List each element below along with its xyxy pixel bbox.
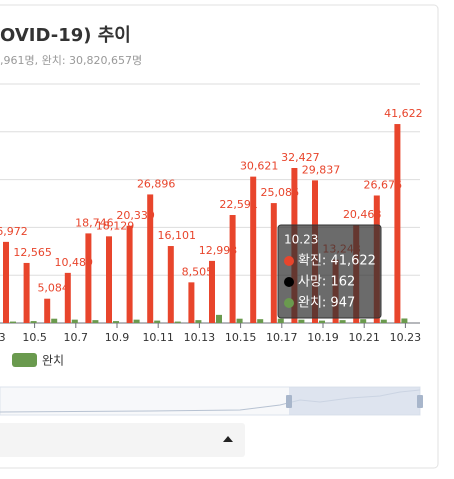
bar [92,320,99,323]
bar [113,321,119,323]
data-label: 20,339 [116,209,155,222]
x-tick-label: 10.3 [0,331,6,344]
data-label: 32,427 [281,151,320,164]
dropdown-arrow [223,436,233,442]
data-label: 5,084 [37,282,69,295]
data-label: 18,746 [75,216,114,229]
bar [10,321,16,323]
x-tick-label: 10.7 [64,331,89,344]
card [0,4,439,469]
tooltip-dot [284,277,294,287]
x-tick-label: 10.19 [307,331,339,344]
bar [126,225,133,323]
data-label: 6,972 [0,225,28,238]
bar [85,233,92,323]
x-tick-label: 10.21 [348,331,380,344]
bar [188,282,195,323]
bar [147,194,154,323]
bar [209,260,215,323]
bar [174,321,181,323]
tooltip: 10.23 확진: 41,622 사망: 162 완치: 947 [277,224,382,319]
bar [154,320,161,323]
data-label: 26,676 [364,178,403,191]
dropdown-box [0,423,245,457]
bar [394,124,401,323]
x-tick-label: 10.15 [225,331,257,344]
bar [250,176,257,323]
dropdown[interactable] [0,423,245,457]
tooltip-title: 10.23 [284,233,318,247]
data-label: 26,896 [137,177,176,190]
bar [236,318,243,323]
bar [133,319,140,323]
chart-subtitle: ,961명, 완치: 30,820,657명 [0,54,142,67]
bar [257,319,264,323]
bar [298,319,305,323]
bar [71,319,78,323]
zoom-slider[interactable] [0,386,423,416]
x-tick-label: 10.17 [266,331,298,344]
bar [3,241,9,323]
chart-title: OVID-19) 추이 [0,25,131,46]
bar [44,298,51,323]
bar [216,314,222,323]
bar [30,321,37,323]
tooltip-item: 완치: 947 [298,296,355,311]
bar [106,236,112,323]
bar [23,262,30,323]
data-label: 10,489 [55,256,94,269]
data-label: 29,837 [302,163,341,176]
data-label: 12,565 [13,246,52,259]
bar [380,319,387,323]
data-label: 41,622 [384,107,423,120]
legend-swatch [12,353,37,367]
bar [339,320,346,323]
data-label: 30,621 [240,160,279,173]
bar [360,319,367,323]
data-label: 20,468 [343,208,382,221]
bar [229,215,236,323]
zoom-window [289,387,420,415]
data-label: 16,101 [158,229,197,242]
zoom-handle[interactable] [286,395,292,408]
data-label: 22,591 [219,198,258,211]
plot: 10.3 10.5 10.7 10.9 10.11 10.13 10.15 10.17 10.1… [0,83,423,368]
bar [277,318,284,323]
bar [195,320,202,323]
tooltip-dot [284,256,294,266]
x-tick-label: 10.13 [184,331,216,344]
tooltip-dot [284,298,294,308]
data-label: 12,993 [199,244,238,257]
tooltip-item: 확진: 41,622 [298,254,376,269]
bar [51,318,58,323]
zoom-handle[interactable] [417,395,423,408]
x-tick-label: 10.5 [22,331,47,344]
legend-label: 완치 [42,354,64,368]
x-tick-label: 10.11 [142,331,174,344]
tooltip-item: 사망: 162 [298,275,355,290]
tooltip-box [277,224,382,319]
bar [167,246,174,323]
data-label: 25,086 [261,186,300,199]
bar [64,272,71,323]
bar [319,320,325,323]
data-label: 8,505 [182,265,214,278]
x-tick-label: 10.9 [105,331,130,344]
x-tick-label: 10.23 [390,331,422,344]
bar [401,318,408,323]
data-label: 18,129 [96,219,135,232]
bar [270,203,277,323]
